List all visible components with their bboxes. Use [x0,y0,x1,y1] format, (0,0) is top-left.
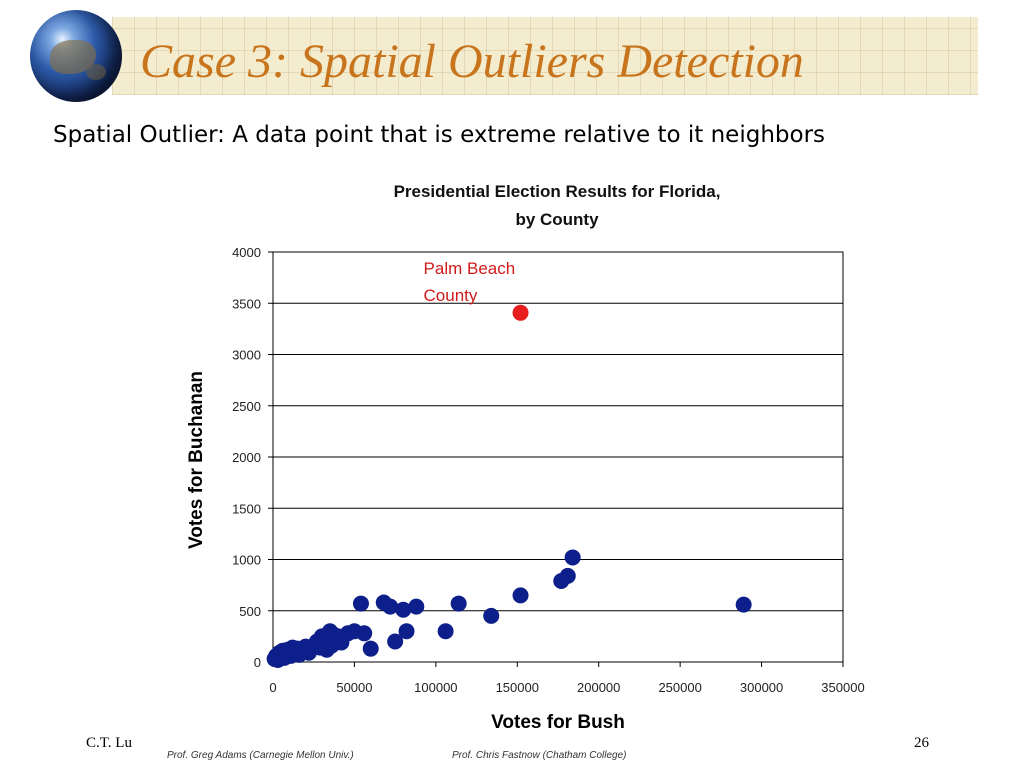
x-axis-ticks: 0 50000 100000 150000 200000 250000 300000 3500… [269,662,865,695]
credit-2: Prof. Chris Fastnow (Chatham College) [452,750,627,761]
x-tick-label: 200000 [577,680,620,695]
y-axis-label: Votes for Buchanan [186,371,207,549]
data-point [398,623,415,640]
x-tick-label: 0 [269,680,276,695]
data-point [352,595,369,612]
chart-title-line-2: by County [515,210,599,229]
data-point [382,598,399,615]
y-tick-label: 2000 [232,450,261,465]
x-tick-label: 350000 [821,680,864,695]
data-point [559,567,576,584]
x-axis-label: Votes for Bush [491,712,625,733]
y-tick-label: 2500 [232,399,261,414]
y-axis-ticks: 0 500 1000 1500 2000 2500 3000 3500 4000 [232,245,273,670]
slide-subtitle: Spatial Outlier: A data point that is ex… [53,122,826,148]
title-banner [112,17,978,95]
data-point [437,623,454,640]
annotation-line-1: Palm Beach [424,259,516,278]
y-tick-label: 1000 [232,553,261,568]
x-tick-label: 50000 [336,680,372,695]
data-point [450,595,467,612]
data-point [564,549,581,566]
data-point [735,596,752,613]
globe-logo-icon [30,10,122,102]
chart-title-line-1: Presidential Election Results for Florid… [394,182,721,201]
footer-author: C.T. Lu [86,735,132,751]
y-tick-label: 500 [239,604,261,619]
x-tick-label: 100000 [414,680,457,695]
y-tick-label: 0 [254,655,261,670]
y-tick-label: 1500 [232,501,261,516]
y-tick-label: 3500 [232,296,261,311]
data-point [483,607,500,624]
data-point [362,640,379,657]
data-point [387,633,404,650]
slide-title: Case 3: Spatial Outliers Detection [140,35,804,88]
annotation-line-2: County [424,286,478,305]
y-tick-label: 4000 [232,245,261,260]
data-point [512,587,529,604]
outlier-point-palm-beach [512,304,529,321]
y-tick-label: 3000 [232,348,261,363]
x-tick-label: 250000 [658,680,701,695]
x-tick-label: 300000 [740,680,783,695]
data-points [266,304,752,668]
page-number: 26 [914,735,929,751]
data-point [395,601,412,618]
credit-1: Prof. Greg Adams (Carnegie Mellon Univ.) [167,750,354,761]
data-point [356,625,373,642]
x-tick-label: 150000 [496,680,539,695]
data-point [408,598,425,615]
